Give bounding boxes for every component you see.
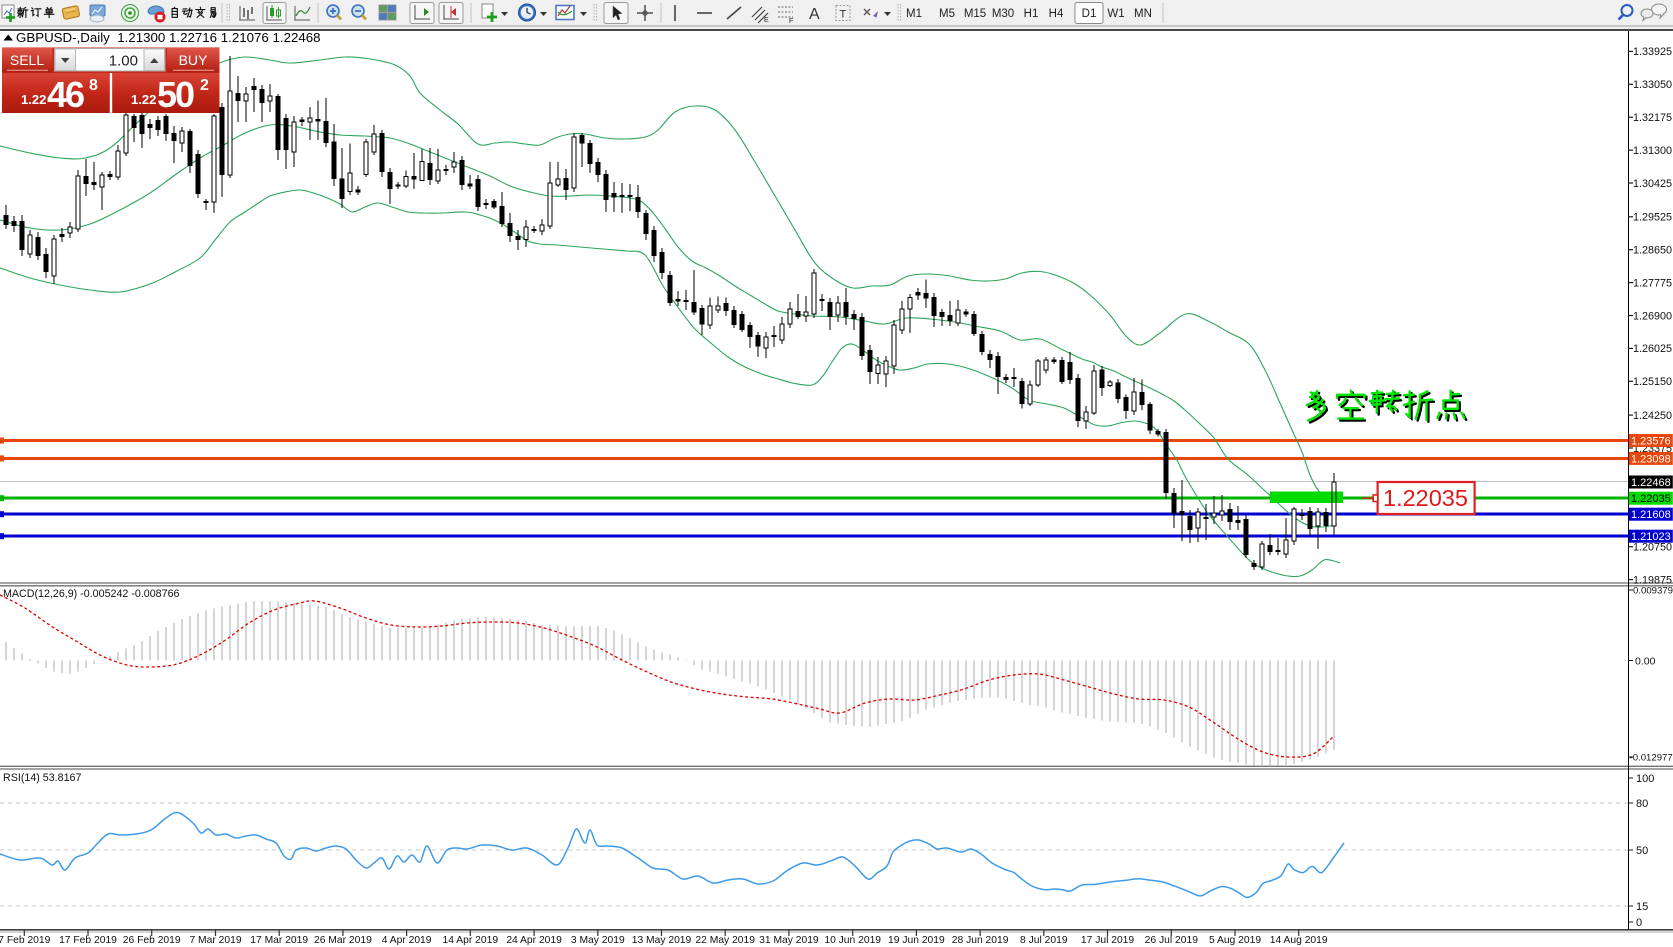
- svg-text:GBPUSD-,Daily 1.21300 1.22716: GBPUSD-,Daily 1.21300 1.22716 1.21076 1.…: [16, 30, 321, 45]
- svg-text:10 Jun 2019: 10 Jun 2019: [824, 935, 881, 946]
- svg-text:14 Apr 2019: 14 Apr 2019: [443, 935, 499, 946]
- svg-text:1.22035: 1.22035: [1631, 493, 1671, 505]
- svg-text:1.29525: 1.29525: [1633, 212, 1672, 224]
- svg-text:1.22: 1.22: [131, 92, 156, 107]
- svg-text:50: 50: [1636, 845, 1648, 857]
- svg-text:28 Jun 2019: 28 Jun 2019: [952, 935, 1009, 946]
- svg-text:D1: D1: [1082, 8, 1097, 20]
- svg-text:1.22035: 1.22035: [1383, 485, 1468, 511]
- svg-text:RSI(14) 53.8167: RSI(14) 53.8167: [3, 772, 81, 784]
- svg-text:BUY: BUY: [179, 52, 208, 68]
- svg-text:T: T: [840, 9, 847, 21]
- svg-text:31 May 2019: 31 May 2019: [759, 935, 819, 946]
- svg-text:MACD(12,26,9) -0.005242 -0.008: MACD(12,26,9) -0.005242 -0.008766: [3, 588, 180, 600]
- svg-text:0: 0: [1636, 917, 1642, 929]
- svg-text:26 Jul 2019: 26 Jul 2019: [1145, 935, 1199, 946]
- svg-text:3 May 2019: 3 May 2019: [571, 935, 625, 946]
- svg-text:1.26025: 1.26025: [1633, 343, 1672, 355]
- svg-text:24 Apr 2019: 24 Apr 2019: [506, 935, 562, 946]
- svg-text:22 May 2019: 22 May 2019: [695, 935, 755, 946]
- svg-text:1.21608: 1.21608: [1631, 509, 1671, 521]
- svg-text:1.23098: 1.23098: [1631, 453, 1671, 465]
- svg-text:7 Mar 2019: 7 Mar 2019: [189, 935, 241, 946]
- svg-text:M15: M15: [964, 8, 986, 20]
- svg-text:17 Mar 2019: 17 Mar 2019: [250, 935, 308, 946]
- svg-text:-0.012977: -0.012977: [1630, 753, 1673, 764]
- svg-text:MN: MN: [1134, 8, 1152, 20]
- svg-text:100: 100: [1636, 773, 1654, 785]
- svg-text:14 Aug 2019: 14 Aug 2019: [1270, 935, 1328, 946]
- svg-text:A: A: [809, 6, 820, 23]
- svg-text:1.32175: 1.32175: [1633, 112, 1672, 124]
- svg-text:F: F: [789, 18, 793, 25]
- svg-text:80: 80: [1636, 798, 1648, 810]
- svg-text:SELL: SELL: [10, 52, 44, 68]
- svg-text:1.25150: 1.25150: [1633, 376, 1672, 388]
- svg-text:4 Apr 2019: 4 Apr 2019: [382, 935, 432, 946]
- svg-text:17 Feb 2019: 17 Feb 2019: [59, 935, 117, 946]
- svg-text:1.26900: 1.26900: [1633, 310, 1672, 322]
- svg-text:2: 2: [200, 77, 209, 94]
- svg-text:26 Mar 2019: 26 Mar 2019: [314, 935, 372, 946]
- svg-text:1.33925: 1.33925: [1633, 46, 1672, 58]
- svg-text:1.21023: 1.21023: [1631, 531, 1671, 543]
- svg-text:5 Aug 2019: 5 Aug 2019: [1209, 935, 1261, 946]
- svg-text:7 Feb 2019: 7 Feb 2019: [0, 935, 51, 946]
- svg-text:1.31300: 1.31300: [1633, 145, 1672, 157]
- svg-text:H1: H1: [1024, 8, 1039, 20]
- svg-text:W1: W1: [1107, 8, 1124, 20]
- svg-text:M30: M30: [992, 8, 1014, 20]
- svg-text:M5: M5: [939, 8, 955, 20]
- svg-text:1.33050: 1.33050: [1633, 79, 1672, 91]
- svg-text:17 Jul 2019: 17 Jul 2019: [1081, 935, 1135, 946]
- svg-text:0.009379: 0.009379: [1633, 586, 1673, 597]
- svg-text:1.00: 1.00: [109, 53, 138, 70]
- svg-text:M1: M1: [906, 8, 922, 20]
- svg-text:1.22: 1.22: [21, 92, 46, 107]
- svg-text:H4: H4: [1049, 8, 1064, 20]
- svg-text:13 May 2019: 13 May 2019: [632, 935, 692, 946]
- svg-text:E: E: [764, 17, 769, 24]
- svg-text:1.20750: 1.20750: [1633, 542, 1672, 554]
- svg-text:1.24250: 1.24250: [1633, 410, 1672, 422]
- svg-text:8: 8: [89, 77, 98, 94]
- svg-text:26 Feb 2019: 26 Feb 2019: [123, 935, 181, 946]
- svg-text:46: 46: [47, 74, 84, 115]
- svg-text:1.27775: 1.27775: [1633, 277, 1672, 289]
- svg-text:1.28650: 1.28650: [1633, 245, 1672, 257]
- svg-text:19 Jun 2019: 19 Jun 2019: [888, 935, 945, 946]
- svg-text:1.19875: 1.19875: [1633, 574, 1672, 586]
- svg-text:1.23576: 1.23576: [1631, 436, 1671, 448]
- svg-text:1.30425: 1.30425: [1633, 178, 1672, 190]
- svg-text:1.22468: 1.22468: [1631, 477, 1671, 489]
- svg-text:8 Jul 2019: 8 Jul 2019: [1020, 935, 1068, 946]
- svg-text:0.00: 0.00: [1635, 656, 1656, 668]
- svg-text:50: 50: [157, 74, 194, 115]
- svg-text:15: 15: [1636, 901, 1648, 913]
